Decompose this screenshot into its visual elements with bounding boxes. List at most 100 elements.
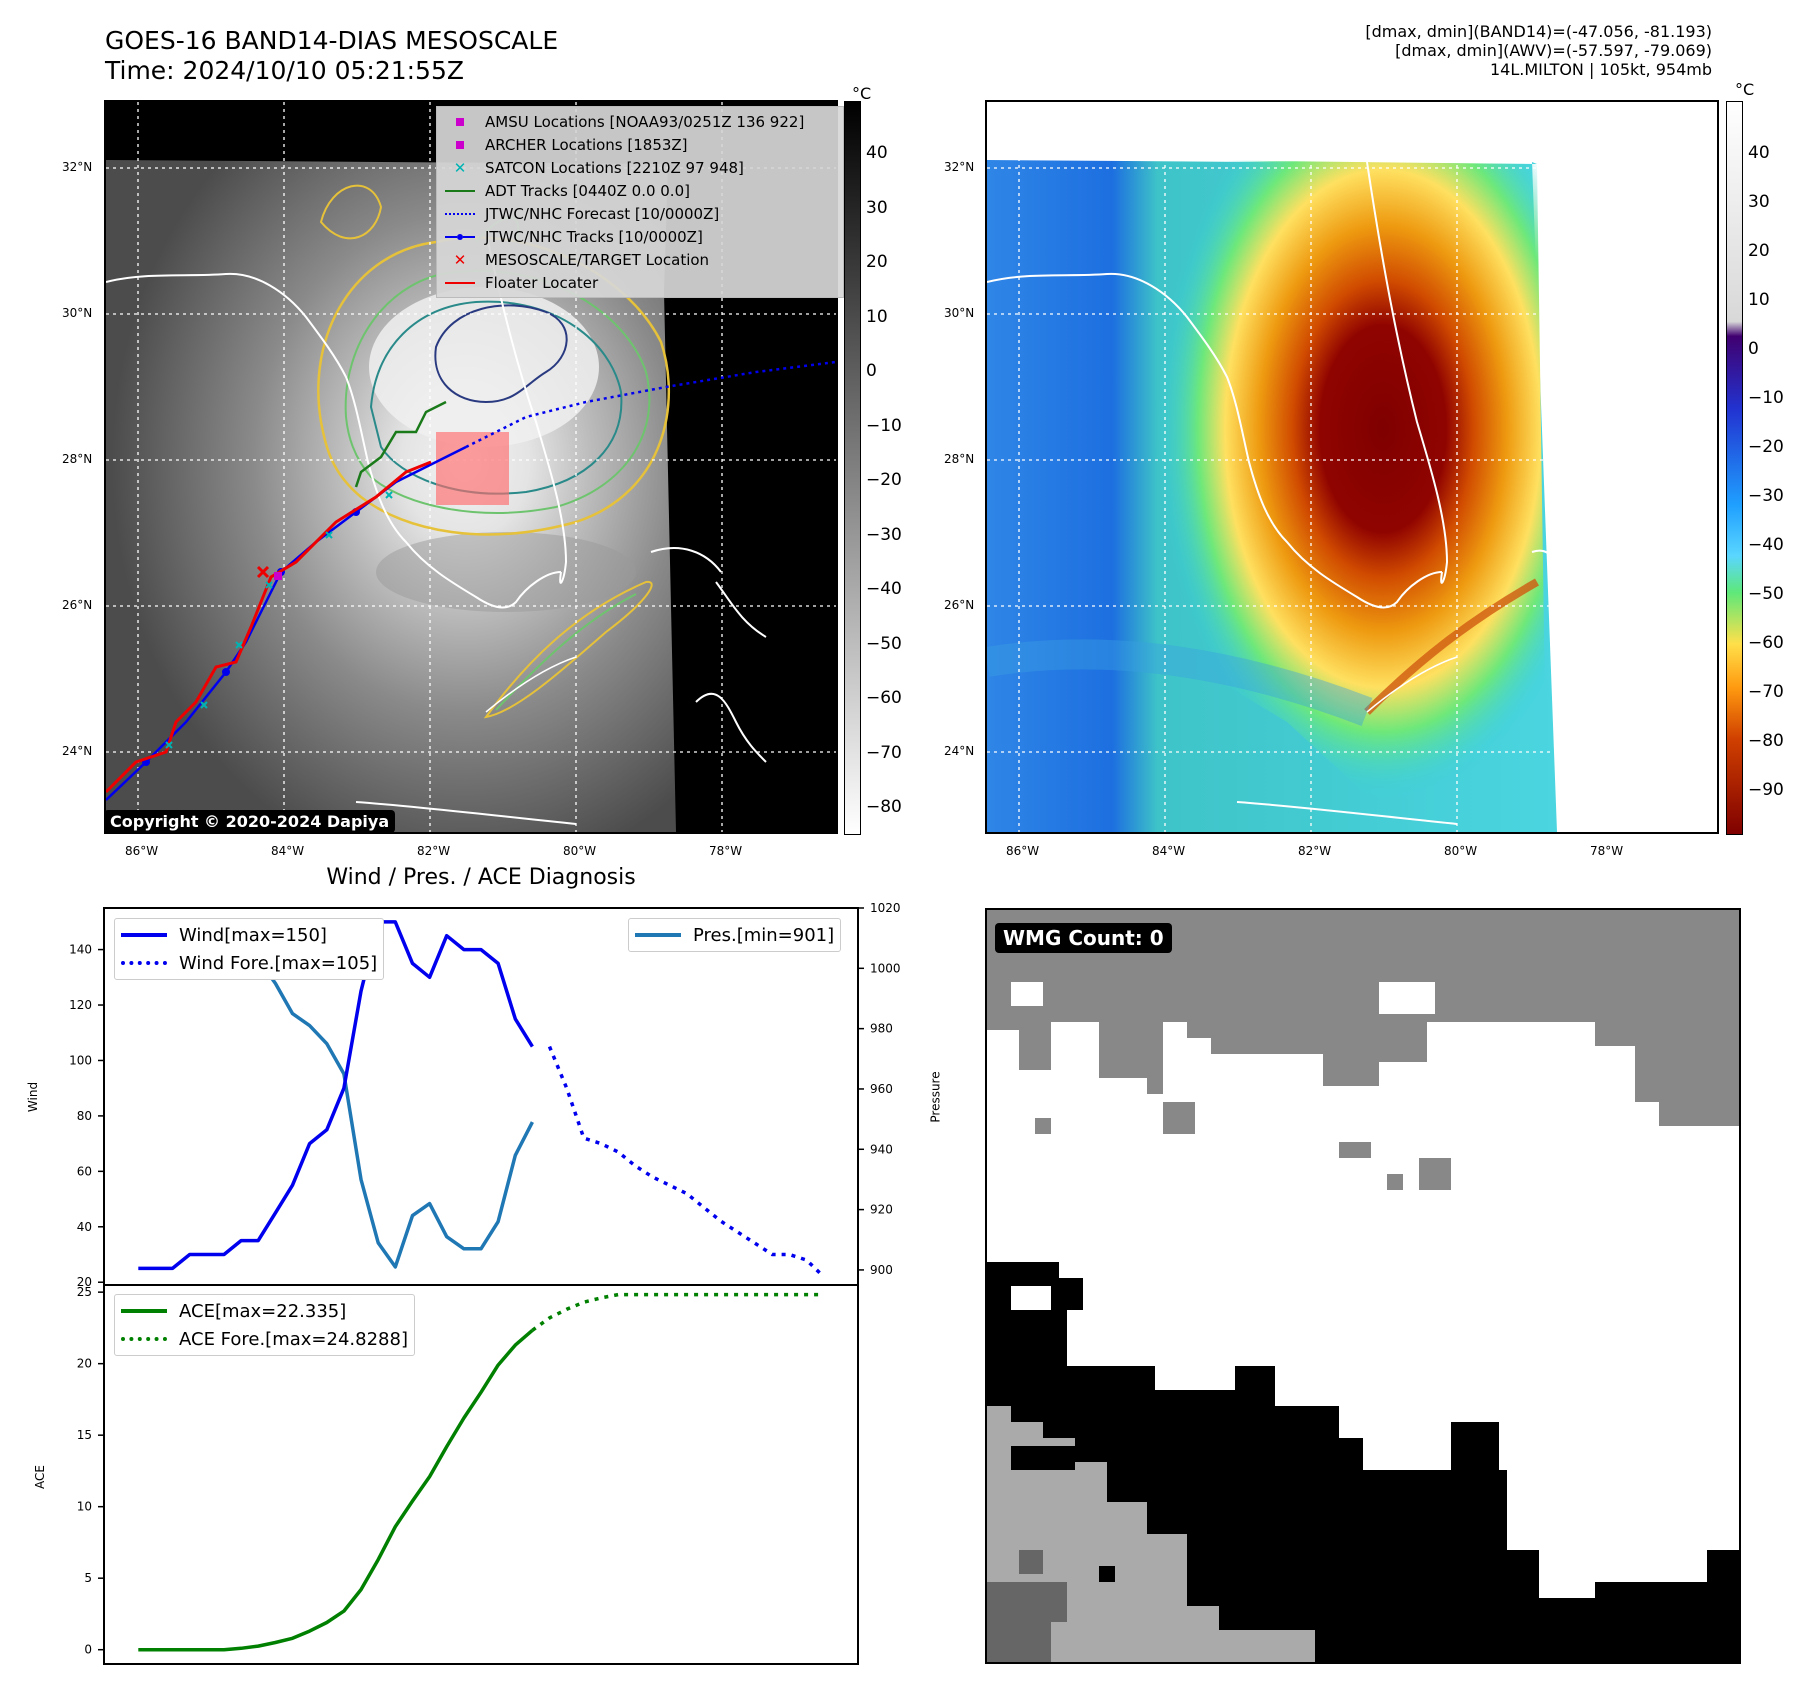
archer-marker bbox=[274, 572, 282, 580]
contour-navy bbox=[434, 304, 568, 404]
gray-colorbar-tick: −40 bbox=[866, 579, 902, 599]
title-product: GOES-16 BAND14-DIAS MESOSCALE bbox=[105, 26, 559, 55]
color-colorbar-tick: −40 bbox=[1748, 535, 1784, 555]
color-colorbar bbox=[1726, 101, 1743, 835]
bahamas-coast bbox=[650, 547, 767, 638]
ace-series-line bbox=[138, 1328, 534, 1652]
lon-label-86-right: 86°W bbox=[1006, 844, 1040, 858]
lat-label-26-left: 26°N bbox=[62, 598, 93, 612]
wind-axis-tick-label: 120 bbox=[69, 998, 92, 1012]
color-colorbar-tick: −30 bbox=[1748, 486, 1784, 506]
map-legend-item: ARCHER Locations [1853Z] bbox=[443, 133, 837, 156]
legend-symbol-dotline bbox=[443, 233, 477, 240]
wind-axis-tick-label: 140 bbox=[69, 943, 92, 957]
map-legend-item: ADT Tracks [0440Z 0.0 0.0] bbox=[443, 179, 837, 202]
color-colorbar-tick: 10 bbox=[1748, 290, 1770, 310]
gray-colorbar-unit: °C bbox=[852, 84, 872, 103]
wind-axis-tick-label: 60 bbox=[77, 1164, 92, 1178]
lat-label-30-left: 30°N bbox=[62, 306, 93, 320]
adt-track bbox=[354, 400, 447, 488]
color-colorbar-tick: 0 bbox=[1748, 339, 1759, 359]
color-colorbar-tick: −10 bbox=[1748, 388, 1784, 408]
pressure-axis-tick-label: 900 bbox=[870, 1263, 893, 1277]
lat-label-28-left: 28°N bbox=[62, 452, 93, 466]
map-legend-label: JTWC/NHC Forecast [10/0000Z] bbox=[485, 204, 720, 223]
jtwc-forecast bbox=[465, 360, 836, 449]
diagnosis-title: Wind / Pres. / ACE Diagnosis bbox=[326, 865, 636, 890]
title-time: Time: 2024/10/10 05:21:55Z bbox=[105, 56, 464, 85]
ace-axis-tick-label: 25 bbox=[77, 1285, 92, 1299]
lat-label-26-right: 26°N bbox=[944, 598, 975, 612]
awv-moisture-core bbox=[1137, 160, 1547, 832]
wind-axis-tick-label: 100 bbox=[69, 1053, 92, 1067]
pressure-axis-tick-label: 920 bbox=[870, 1203, 893, 1217]
gray-colorbar-tick: −50 bbox=[866, 633, 902, 654]
lon-label-86-left: 86°W bbox=[125, 844, 159, 858]
map-legend-label: ADT Tracks [0440Z 0.0 0.0] bbox=[485, 181, 690, 200]
wind-axis-tick-label: 40 bbox=[77, 1220, 92, 1234]
gray-colorbar-tick: 30 bbox=[866, 197, 888, 218]
legend-symbol-square bbox=[443, 140, 477, 149]
color-colorbar-tick: −50 bbox=[1748, 584, 1784, 604]
pressure-axis-title: Pressure bbox=[928, 1071, 943, 1123]
wind-axis-tick-label: 80 bbox=[77, 1109, 92, 1123]
pressure-axis-tick-label: 980 bbox=[870, 1022, 893, 1036]
florida-atlantic-coast bbox=[485, 231, 568, 584]
lon-label-84-right: 84°W bbox=[1152, 844, 1186, 858]
map-legend-label: AMSU Locations [NOAA93/0251Z 136 922] bbox=[485, 112, 805, 131]
wind-series-line bbox=[138, 920, 534, 1271]
legend-wind: Wind[max=150] bbox=[179, 924, 327, 946]
color-colorbar-tick: 30 bbox=[1748, 192, 1770, 212]
figure-title: GOES-16 BAND14-DIAS MESOSCALE Time: 2024… bbox=[105, 26, 558, 86]
jtwc-track bbox=[106, 445, 467, 801]
map-legend: AMSU Locations [NOAA93/0251Z 136 922] ARC… bbox=[436, 106, 844, 298]
pressure-series-line bbox=[138, 936, 534, 1269]
ace-axes-frame bbox=[103, 1284, 859, 1665]
contour-green bbox=[344, 269, 651, 514]
lon-label-78-right: 78°W bbox=[1590, 844, 1624, 858]
color-colorbar-tick: −90 bbox=[1748, 780, 1784, 800]
ace-legend: ACE[max=22.335] ACE Fore.[max=24.8288] bbox=[114, 1294, 415, 1356]
gray-colorbar-tick: −10 bbox=[866, 415, 902, 436]
wind-legend: Wind[max=150] Wind Fore.[max=105] bbox=[114, 918, 385, 980]
satcon-markers bbox=[165, 491, 393, 749]
wind-axis-title: Wind bbox=[26, 1081, 41, 1113]
map-legend-label: Floater Locater bbox=[485, 273, 599, 292]
awv-map-panel bbox=[985, 100, 1719, 834]
gray-colorbar-tick: 0 bbox=[866, 361, 877, 381]
lat-label-24-right: 24°N bbox=[944, 744, 975, 758]
awv-map bbox=[987, 102, 1717, 832]
gray-colorbar-tick: −60 bbox=[866, 688, 902, 708]
info-storm-intensity: 14L.MILTON | 105kt, 954mb bbox=[1489, 60, 1712, 79]
lon-label-80-left: 80°W bbox=[563, 844, 597, 858]
map-legend-item: Floater Locater bbox=[443, 271, 837, 294]
gray-colorbar-tick: 10 bbox=[866, 306, 888, 327]
awv-gridlines bbox=[987, 102, 1717, 832]
legend-symbol-line bbox=[443, 281, 477, 284]
pressure-axis-tick-label: 940 bbox=[870, 1142, 893, 1156]
legend-wind-forecast: Wind Fore.[max=105] bbox=[179, 952, 378, 974]
info-awv-range: [dmax, dmin](AWV)=(-57.597, -79.069) bbox=[1395, 41, 1712, 60]
info-band14-range: [dmax, dmin](BAND14)=(-47.056, -81.193) bbox=[1365, 22, 1712, 41]
legend-symbol-x: ✕ bbox=[453, 158, 467, 177]
pressure-axis-tick-label: 960 bbox=[870, 1082, 893, 1096]
ace-axis-tick-label: 15 bbox=[77, 1428, 92, 1442]
ace-axis-tick-label: 20 bbox=[77, 1357, 92, 1371]
copyright-badge: Copyright © 2020-2024 Dapiya bbox=[104, 810, 396, 833]
map-legend-label: MESOSCALE/TARGET Location bbox=[485, 250, 710, 269]
lat-label-28-right: 28°N bbox=[944, 452, 975, 466]
legend-symbol-dotted bbox=[443, 212, 477, 215]
map-legend-item: JTWC/NHC Tracks [10/0000Z] bbox=[443, 225, 837, 248]
lon-label-82-left: 82°W bbox=[417, 844, 451, 858]
cold-cloud-core bbox=[369, 287, 599, 447]
florida-gulf-coast bbox=[106, 272, 562, 609]
legend-symbol-line bbox=[443, 189, 477, 192]
legend-symbol-x: ✕ bbox=[453, 250, 467, 269]
wmg-count-badge: WMG Count: 0 bbox=[995, 923, 1172, 953]
ace-axis-tick-label: 0 bbox=[84, 1643, 92, 1657]
pressure-axis-tick-label: 1000 bbox=[870, 961, 901, 975]
lon-label-80-right: 80°W bbox=[1444, 844, 1478, 858]
legend-ace-forecast: ACE Fore.[max=24.8288] bbox=[179, 1328, 408, 1350]
lat-label-32-left: 32°N bbox=[62, 160, 93, 174]
gray-colorbar-tick: −80 bbox=[866, 797, 902, 817]
